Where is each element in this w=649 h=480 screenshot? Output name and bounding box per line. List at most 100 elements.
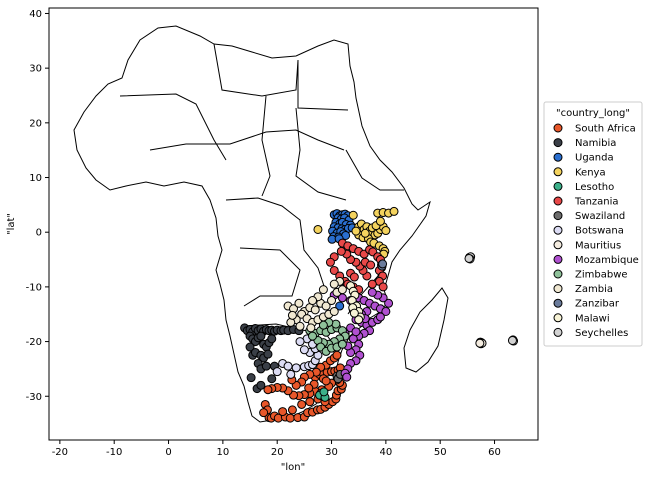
data-point (267, 334, 277, 344)
border-sahel (149, 129, 345, 151)
data-point (313, 224, 323, 234)
data-point (263, 349, 273, 359)
data-point (256, 331, 266, 341)
data-point (287, 310, 297, 320)
x-tick-label: 30 (325, 447, 338, 458)
x-tick-label: 20 (271, 447, 284, 458)
legend-title: "country_long" (556, 108, 630, 119)
data-point (349, 308, 359, 318)
data-point (294, 298, 304, 308)
data-point (310, 305, 320, 315)
data-point (378, 282, 388, 292)
x-axis-ticks: -20 -10 0 10 20 30 40 50 60 (52, 440, 501, 458)
data-point (295, 321, 305, 331)
y-axis-ticks: -30 -20 -10 0 10 20 30 40 (26, 9, 49, 403)
legend-marker (553, 240, 563, 250)
legend-label: Tanzania (574, 197, 619, 208)
data-point (245, 342, 255, 352)
legend-marker (553, 225, 563, 235)
data-point (319, 387, 329, 397)
data-point (285, 413, 295, 423)
x-tick-label: -10 (106, 447, 122, 458)
legend-label: South Africa (575, 124, 636, 135)
data-point (384, 298, 394, 308)
y-tick-label: 30 (29, 64, 42, 75)
data-point (256, 380, 266, 390)
x-tick-label: 10 (216, 447, 229, 458)
legend-marker (553, 327, 563, 337)
y-tick-label: 10 (29, 173, 42, 184)
data-point (291, 363, 301, 373)
y-tick-label: -20 (26, 337, 42, 348)
data-point (367, 287, 377, 297)
data-point (246, 373, 256, 383)
x-axis-label: "lon" (281, 462, 305, 473)
data-point (321, 376, 331, 386)
data-point (299, 345, 309, 355)
data-point (351, 226, 361, 236)
data-point (308, 331, 318, 341)
data-point (259, 408, 269, 418)
data-point (272, 367, 282, 377)
data-point (286, 369, 296, 379)
legend-label: Zambia (575, 284, 613, 295)
x-tick-label: 40 (379, 447, 392, 458)
data-point (263, 385, 273, 395)
data-point (375, 312, 385, 322)
data-point (329, 306, 339, 316)
x-tick-label: 50 (434, 447, 447, 458)
legend-marker (553, 152, 563, 162)
data-point (318, 285, 328, 295)
border-sudan (295, 107, 347, 201)
data-point (375, 216, 385, 226)
legend-marker (553, 167, 563, 177)
legend-label: Botswana (575, 226, 624, 237)
data-point (329, 265, 339, 275)
y-tick-label: 20 (29, 118, 42, 129)
y-axis-label: "lat" (6, 213, 17, 235)
border-sahara-west (119, 93, 227, 161)
legend-marker (553, 138, 563, 148)
data-point (360, 228, 370, 238)
data-point (464, 253, 474, 263)
data-point (308, 296, 318, 306)
legend-label: Malawi (575, 313, 610, 324)
border-libya-egypt (297, 60, 349, 111)
data-point (329, 279, 339, 289)
x-tick-label: 60 (488, 447, 501, 458)
y-tick-label: 0 (36, 228, 42, 239)
data-point (306, 323, 316, 333)
data-point (327, 296, 337, 306)
data-point (367, 279, 377, 289)
data-point (507, 335, 517, 345)
legend-label: Mauritius (575, 240, 621, 251)
legend-label: Zanzibar (575, 299, 620, 310)
data-point (321, 301, 331, 311)
madagascar-outline (403, 287, 449, 373)
data-point (336, 246, 346, 256)
y-tick-label: -10 (26, 282, 42, 293)
data-point (381, 306, 391, 316)
data-point (351, 327, 361, 337)
data-point (337, 285, 347, 295)
data-point (283, 361, 293, 371)
data-point (287, 405, 297, 415)
data-point (366, 260, 376, 270)
data-point (278, 407, 288, 417)
data-point (267, 374, 277, 384)
data-point (332, 350, 342, 360)
border-chad (261, 95, 271, 197)
legend-marker (553, 181, 563, 191)
legend-label: Swaziland (575, 211, 625, 222)
legend-marker (553, 313, 563, 323)
legend-label: Kenya (575, 167, 606, 178)
legend: "country_long" South Africa Namibia Uganda… (543, 101, 643, 347)
x-tick-label: -20 (52, 447, 68, 458)
legend-marker (553, 123, 563, 133)
legend-marker (553, 254, 563, 264)
legend-marker (553, 196, 563, 206)
data-point (295, 337, 305, 347)
data-point (349, 272, 359, 282)
scatter-points (240, 206, 519, 423)
legend-items: South Africa Namibia Uganda Kenya Lesotho Tan… (553, 123, 639, 339)
